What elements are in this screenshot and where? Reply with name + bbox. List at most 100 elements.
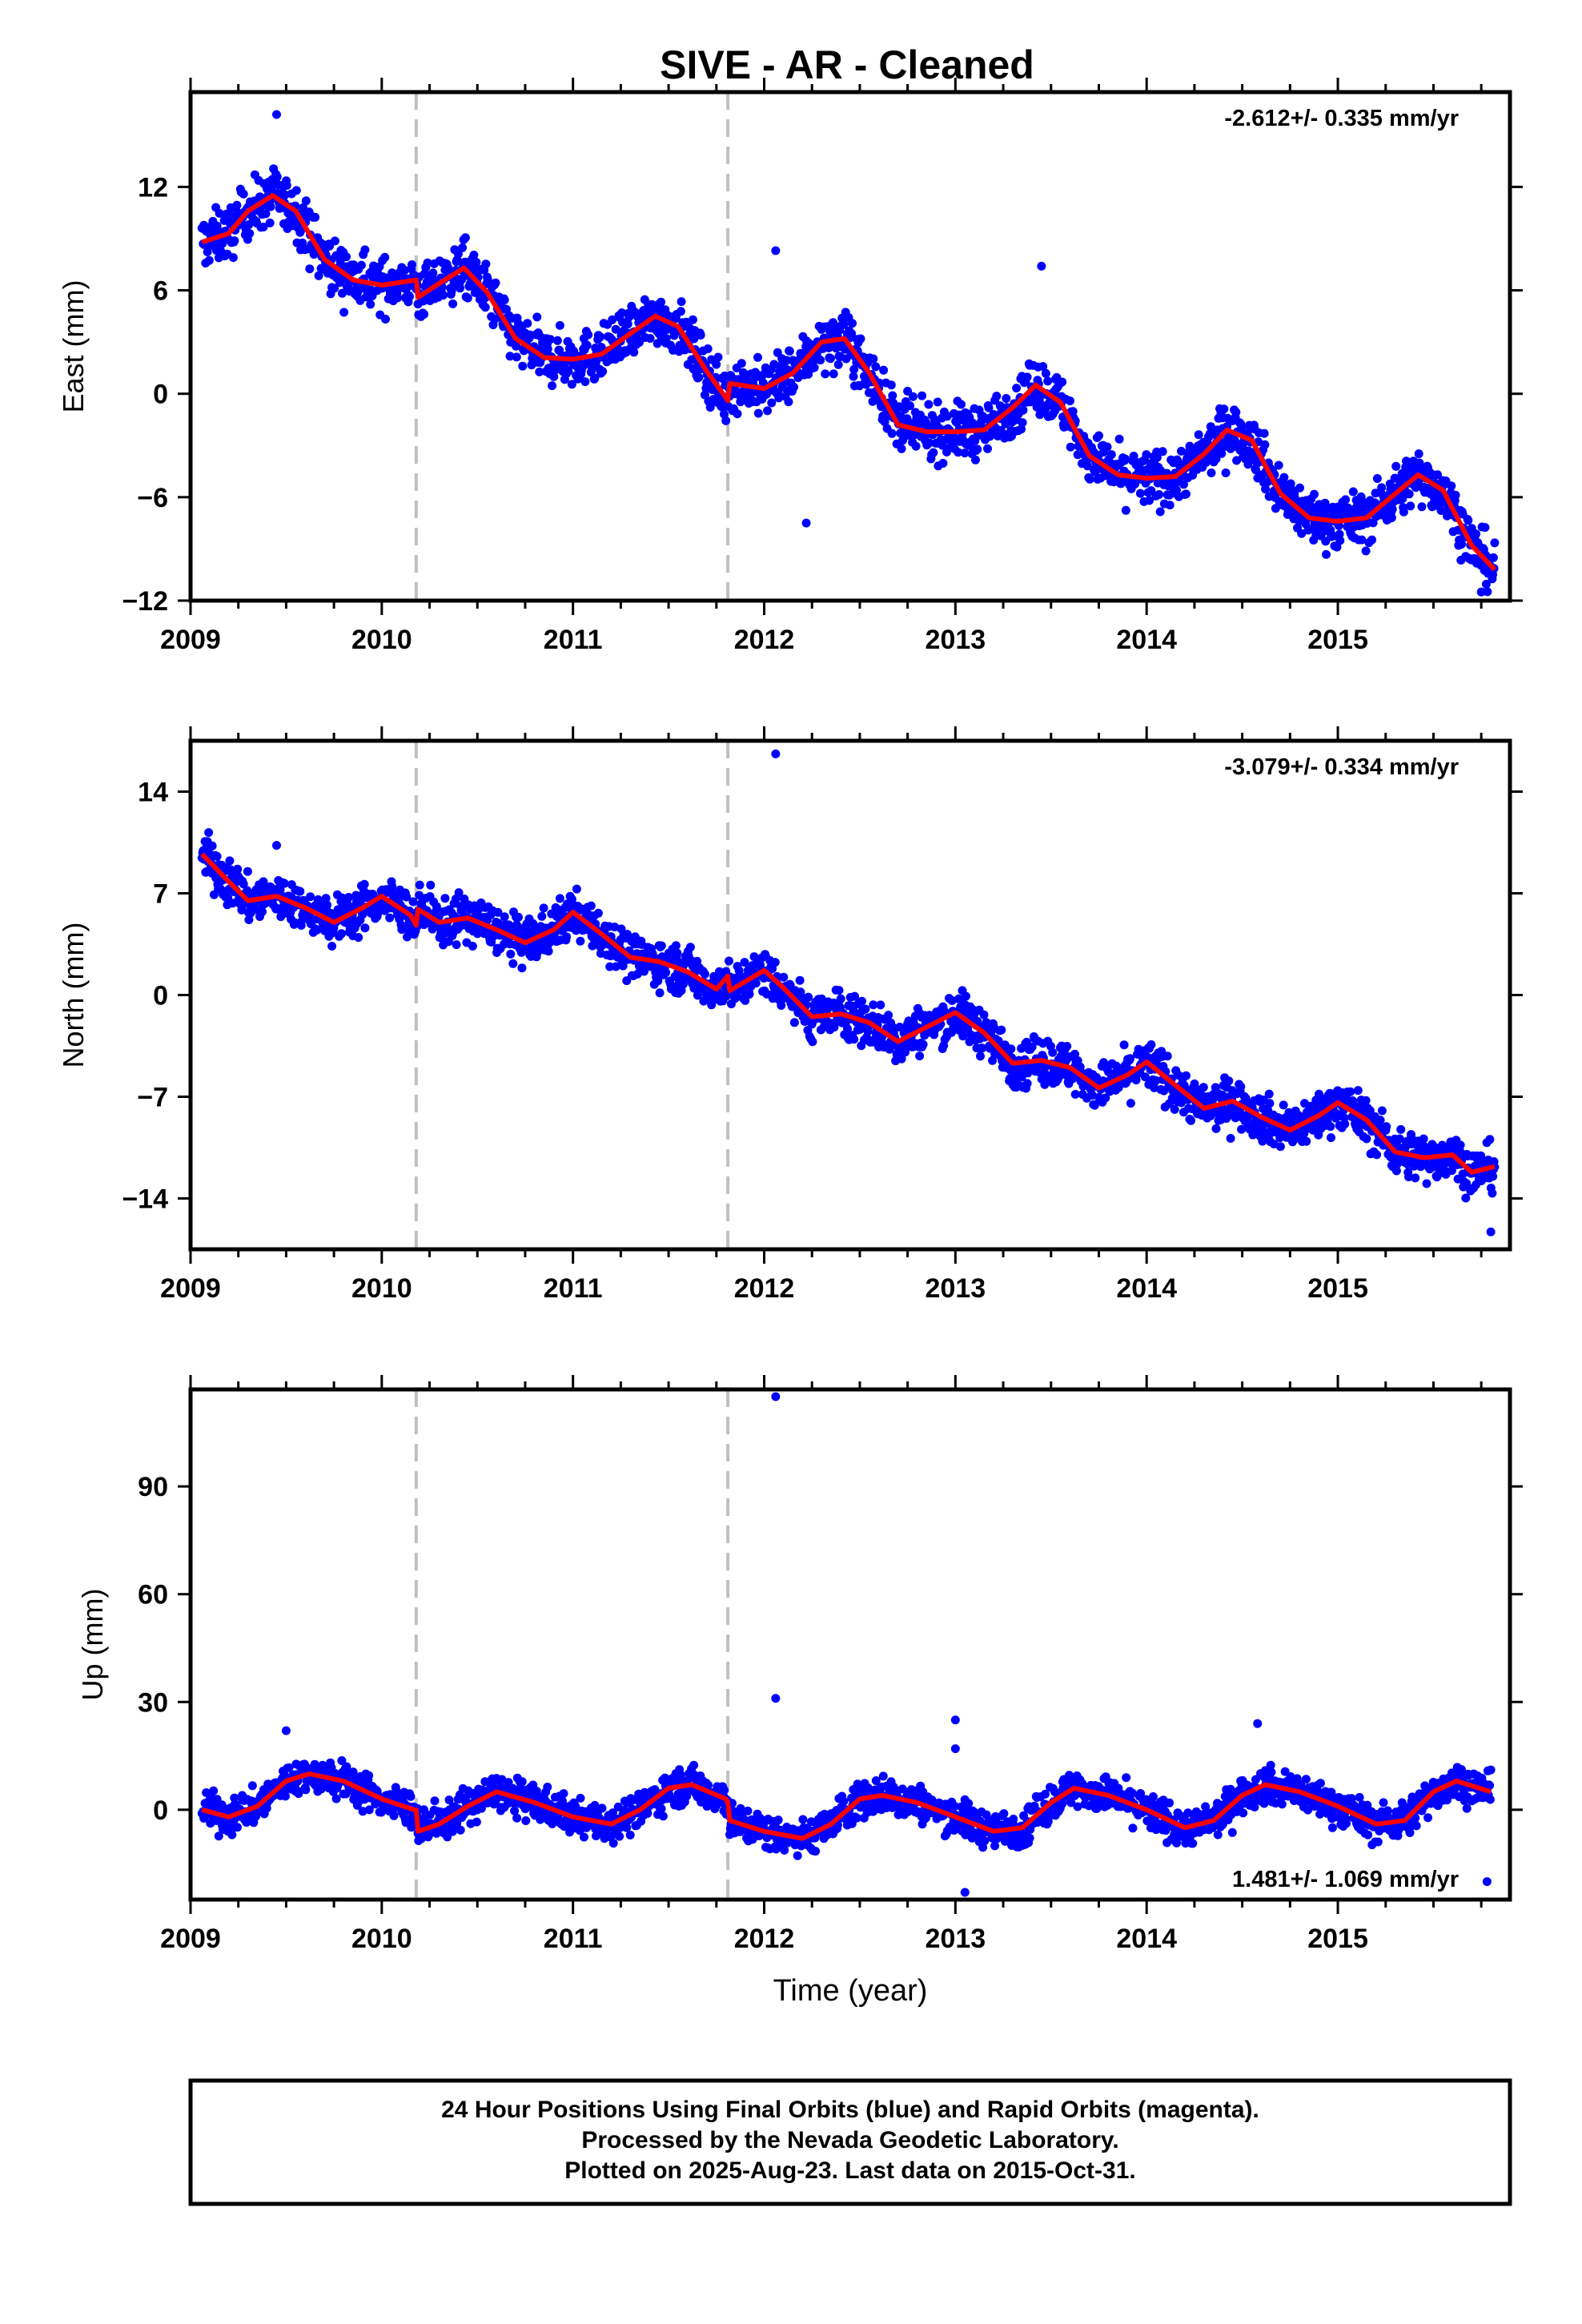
outlier-point xyxy=(771,749,781,758)
data-point xyxy=(440,894,450,903)
data-point xyxy=(1177,1098,1186,1108)
data-point xyxy=(1396,1124,1406,1134)
data-point xyxy=(733,409,742,419)
data-point xyxy=(888,391,897,400)
data-point xyxy=(1488,553,1498,562)
data-point xyxy=(310,1759,319,1769)
data-point xyxy=(497,1775,507,1784)
data-point xyxy=(705,403,715,412)
data-point xyxy=(1327,1133,1335,1143)
data-point xyxy=(491,278,500,287)
data-point xyxy=(897,444,906,453)
data-point xyxy=(997,1025,1006,1035)
data-point xyxy=(454,888,464,898)
data-point xyxy=(204,828,214,838)
data-point xyxy=(543,1783,552,1791)
data-point xyxy=(645,334,655,343)
data-point xyxy=(1259,428,1269,438)
data-point xyxy=(555,894,564,903)
data-point xyxy=(284,1763,294,1772)
x-tick-label: 2012 xyxy=(734,1273,795,1304)
data-point xyxy=(656,941,666,951)
data-point xyxy=(296,921,306,930)
data-points xyxy=(197,749,1500,1236)
data-point xyxy=(661,967,671,977)
data-point xyxy=(1211,1124,1221,1133)
data-point xyxy=(1177,446,1186,456)
data-point xyxy=(1162,1051,1172,1061)
y-tick-label: −12 xyxy=(122,586,168,617)
data-point xyxy=(214,1831,223,1841)
data-point xyxy=(456,283,465,293)
data-point xyxy=(712,360,721,369)
data-point xyxy=(694,372,704,382)
data-point xyxy=(426,880,436,890)
data-point xyxy=(618,961,628,971)
data-point xyxy=(215,208,224,218)
data-point xyxy=(448,299,458,308)
data-point xyxy=(301,196,311,206)
data-point xyxy=(1417,502,1427,512)
data-point xyxy=(653,976,663,986)
data-point xyxy=(364,1771,374,1780)
data-point xyxy=(1335,529,1344,539)
data-point xyxy=(389,1811,399,1820)
data-point xyxy=(1391,1166,1401,1176)
data-point xyxy=(373,909,383,919)
data-point xyxy=(1006,1044,1016,1054)
data-point xyxy=(1075,1062,1085,1072)
outlier-point xyxy=(1486,1227,1496,1236)
data-point xyxy=(1002,394,1011,403)
data-point xyxy=(938,459,948,468)
data-point xyxy=(917,391,927,400)
data-point xyxy=(1090,1100,1099,1110)
data-points xyxy=(197,110,1500,597)
data-point xyxy=(656,297,666,307)
data-point xyxy=(849,372,858,381)
data-point xyxy=(779,972,789,982)
data-point xyxy=(245,229,255,238)
data-point xyxy=(1422,1179,1431,1188)
data-point xyxy=(952,418,962,428)
data-point xyxy=(1457,540,1467,549)
data-point xyxy=(833,360,843,369)
data-point xyxy=(280,190,290,199)
plot-area xyxy=(197,92,1500,601)
data-point xyxy=(1361,546,1371,556)
data-point xyxy=(1481,580,1491,589)
data-point xyxy=(911,441,921,451)
data-point xyxy=(1382,1122,1391,1132)
data-point xyxy=(1146,1040,1156,1049)
data-point xyxy=(1022,372,1032,382)
data-point xyxy=(337,288,347,298)
data-point xyxy=(275,885,285,895)
data-point xyxy=(380,252,390,262)
data-point xyxy=(430,1796,440,1806)
data-point xyxy=(1017,424,1026,434)
y-tick-label: 12 xyxy=(138,172,168,203)
data-point xyxy=(265,218,275,227)
plot-area xyxy=(197,741,1500,1249)
data-point xyxy=(415,880,424,890)
data-point xyxy=(1341,495,1351,505)
data-point xyxy=(1041,368,1050,378)
data-point xyxy=(821,369,830,379)
data-point xyxy=(1365,1106,1375,1116)
data-point xyxy=(1472,529,1481,539)
data-point xyxy=(908,392,917,401)
data-point xyxy=(1483,587,1492,597)
data-point xyxy=(976,1051,985,1061)
x-tick-label: 2011 xyxy=(544,1273,603,1304)
data-point xyxy=(1154,490,1164,499)
outlier-point xyxy=(801,518,811,528)
data-point xyxy=(610,923,620,931)
data-point xyxy=(861,1004,870,1014)
data-point xyxy=(543,344,552,354)
data-point xyxy=(856,334,865,344)
data-point xyxy=(795,975,805,985)
data-point xyxy=(1320,498,1330,508)
data-point xyxy=(849,1035,859,1044)
data-point xyxy=(887,428,897,438)
data-point xyxy=(1419,1134,1428,1144)
data-point xyxy=(1461,1193,1471,1203)
